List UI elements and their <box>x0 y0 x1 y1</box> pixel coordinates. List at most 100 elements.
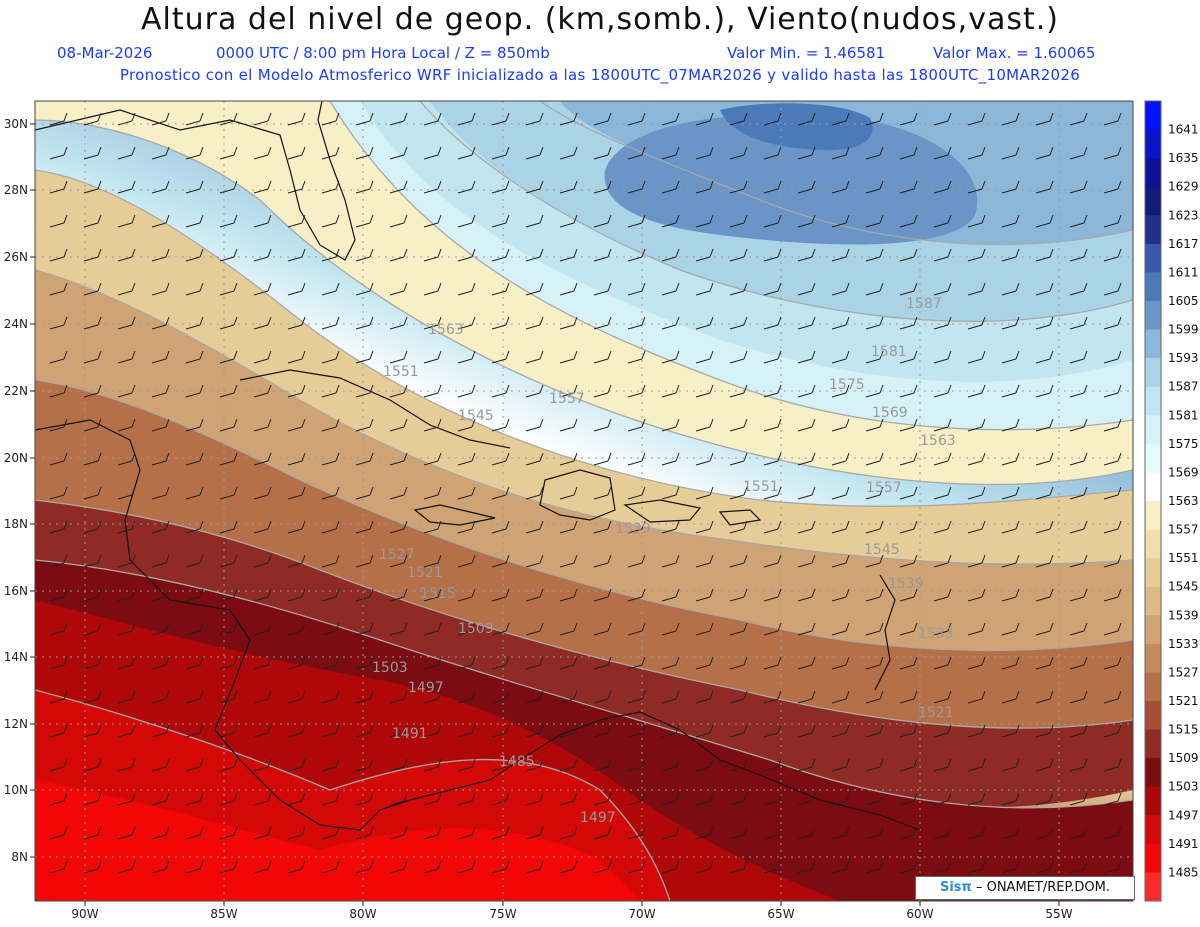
wind-barb <box>763 826 782 840</box>
wind-barb <box>1103 758 1122 772</box>
wind-barb <box>49 690 68 704</box>
wind-barb <box>1035 452 1054 466</box>
wind-barb <box>355 656 374 670</box>
wind-barb <box>525 758 544 772</box>
wind-barb <box>491 384 510 398</box>
wind-barb <box>321 282 340 296</box>
wind-barb <box>287 520 306 534</box>
wind-barb <box>559 316 578 330</box>
wind-barb <box>423 588 442 602</box>
wind-barb <box>559 282 578 296</box>
wind-barb <box>1103 112 1122 126</box>
wind-barb <box>763 724 782 738</box>
wind-barb <box>831 520 850 534</box>
wind-barb <box>457 758 476 772</box>
wind-barb <box>559 146 578 160</box>
wind-barb <box>83 588 102 602</box>
wind-barb <box>559 384 578 398</box>
colorbar-label: 1497 <box>1168 808 1199 822</box>
wind-barb <box>593 826 612 840</box>
map-title: Altura del nivel de geop. (km,somb.), Vi… <box>141 2 1059 37</box>
wind-barb <box>967 520 986 534</box>
wind-barb <box>49 282 68 296</box>
wind-barb <box>695 418 714 432</box>
wind-barb <box>355 112 374 126</box>
contour-label: 1515 <box>420 586 456 602</box>
wind-barb <box>1103 792 1122 806</box>
wind-barb <box>83 418 102 432</box>
wind-barb <box>1103 724 1122 738</box>
wind-barb <box>831 248 850 262</box>
wind-barb <box>83 826 102 840</box>
wind-barb <box>49 384 68 398</box>
wind-barb <box>1103 622 1122 636</box>
contour-label: 1551 <box>383 364 419 380</box>
wind-barb <box>729 180 748 194</box>
wind-barb <box>933 486 952 500</box>
wind-barb <box>1103 418 1122 432</box>
wind-barb <box>729 418 748 432</box>
colorbar-label: 1611 <box>1168 265 1199 279</box>
contour-label: 1563 <box>920 433 956 449</box>
wind-barb <box>1001 316 1020 330</box>
wind-barb <box>831 724 850 738</box>
wind-barb <box>967 554 986 568</box>
wind-barb <box>865 826 884 840</box>
wind-barb <box>219 350 238 364</box>
wind-barb <box>695 656 714 670</box>
wind-barb <box>661 792 680 806</box>
wind-barb <box>797 860 816 874</box>
wind-barb <box>1069 248 1088 262</box>
wind-barb <box>49 656 68 670</box>
forecast-time: 0000 UTC / 8:00 pm Hora Local / Z = 850m… <box>216 44 550 62</box>
sispi-logo: Sisπ <box>939 880 972 895</box>
contour-label: 1485 <box>499 754 535 770</box>
wind-barb <box>525 214 544 228</box>
wind-barb <box>185 758 204 772</box>
wind-barb <box>423 418 442 432</box>
wind-barb <box>151 316 170 330</box>
wind-barb <box>321 588 340 602</box>
wind-barb <box>389 350 408 364</box>
wind-barb <box>253 588 272 602</box>
wind-barb <box>219 622 238 636</box>
wind-barb <box>151 690 170 704</box>
wind-barb <box>423 350 442 364</box>
wind-barb <box>729 588 748 602</box>
wind-barb <box>491 180 510 194</box>
wind-barb <box>151 486 170 500</box>
wind-barb <box>831 690 850 704</box>
wind-barb <box>287 622 306 636</box>
wind-barb <box>423 622 442 636</box>
wind-barb <box>899 248 918 262</box>
wind-barb <box>491 588 510 602</box>
wind-barb <box>491 656 510 670</box>
wind-barb <box>423 248 442 262</box>
wind-barb <box>355 248 374 262</box>
wind-barb <box>967 622 986 636</box>
wind-barb <box>49 758 68 772</box>
colorbar-swatch <box>1145 301 1161 331</box>
wind-barb <box>899 214 918 228</box>
wind-barb <box>933 146 952 160</box>
wind-barb <box>1103 316 1122 330</box>
wind-barb <box>661 826 680 840</box>
wind-barb <box>729 248 748 262</box>
wind-barb <box>355 860 374 874</box>
wind-barb <box>729 384 748 398</box>
wind-barb <box>899 826 918 840</box>
wind-barb <box>627 214 646 228</box>
wind-barb <box>253 180 272 194</box>
wind-barb <box>593 316 612 330</box>
wind-barb <box>933 724 952 738</box>
wind-barb <box>831 860 850 874</box>
contour-label: 1539 <box>888 576 924 592</box>
wind-barb <box>321 520 340 534</box>
value-min: Valor Min. = 1.46581 <box>727 44 886 62</box>
wind-barb <box>797 554 816 568</box>
wind-barb <box>831 350 850 364</box>
wind-barb <box>899 486 918 500</box>
wind-barb <box>593 452 612 466</box>
wind-barb <box>185 486 204 500</box>
wind-barb <box>1035 758 1054 772</box>
